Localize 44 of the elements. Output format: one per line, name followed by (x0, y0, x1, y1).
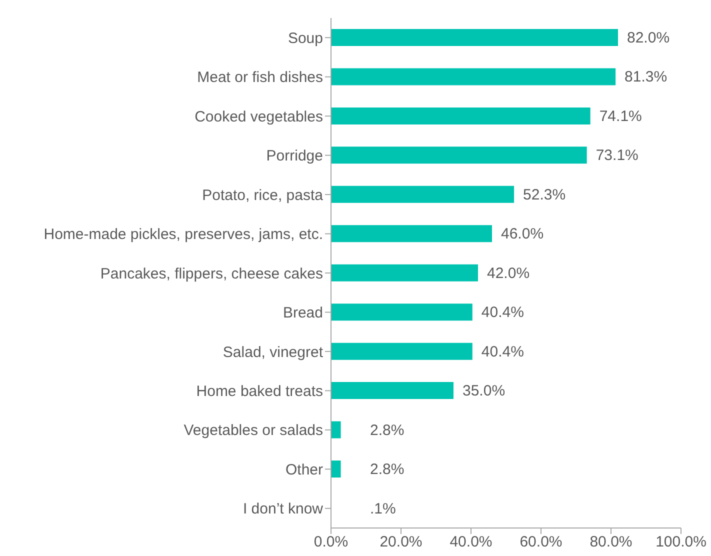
x-tick-label: 0.0% (314, 534, 348, 551)
bar (331, 342, 472, 360)
bar (331, 68, 616, 86)
data-label: 42.0% (487, 264, 530, 282)
x-tick-label: 80.0% (590, 534, 632, 551)
bar (331, 421, 341, 438)
y-tick-label: Cooked vegetables (194, 108, 323, 126)
x-tick-label: 40.0% (450, 534, 492, 551)
y-tick-label: Bread (282, 304, 323, 322)
bar (331, 304, 472, 321)
bar (331, 107, 590, 124)
data-label: .1% (370, 500, 396, 518)
y-tick-label: Soup (288, 30, 323, 47)
y-tick-label: Vegetables or salads (184, 422, 323, 440)
data-label: 2.8% (370, 461, 404, 478)
bar (331, 382, 454, 400)
y-tick-label: Home baked treats (196, 383, 323, 400)
data-label: 35.0% (462, 382, 506, 400)
data-label: 2.8% (370, 422, 404, 439)
y-tick-label: Home-made pickles, preserves, jams, etc. (44, 226, 323, 244)
y-tick-label: Salad, vinegret (222, 344, 324, 361)
y-tick-label: Pancakes, flippers, cheese cakes (100, 265, 323, 282)
bar (331, 264, 478, 282)
bar (331, 460, 341, 478)
x-tick-label: 100.0% (656, 534, 706, 551)
y-tick-label: I don’t know (242, 500, 324, 518)
y-tick-label: Porridge (266, 148, 323, 165)
data-label: 40.4% (481, 304, 524, 322)
data-label: 52.3% (523, 186, 566, 204)
data-label: 46.0% (501, 226, 544, 243)
data-label: 82.0% (627, 29, 670, 46)
data-label: 74.1% (599, 108, 642, 125)
x-tick-label: 20.0% (380, 534, 422, 551)
y-tick-label: Potato, rice, pasta (202, 186, 324, 204)
bar (331, 186, 514, 203)
data-label: 81.3% (624, 68, 668, 86)
bar (331, 225, 492, 242)
bar (331, 146, 587, 164)
data-label: 73.1% (596, 147, 638, 164)
x-tick-label: 60.0% (520, 534, 562, 551)
bar (331, 28, 618, 46)
y-tick-label: Other (285, 461, 324, 478)
y-tick-label: Meat or fish dishes (197, 69, 323, 86)
data-label: 40.4% (481, 343, 524, 360)
